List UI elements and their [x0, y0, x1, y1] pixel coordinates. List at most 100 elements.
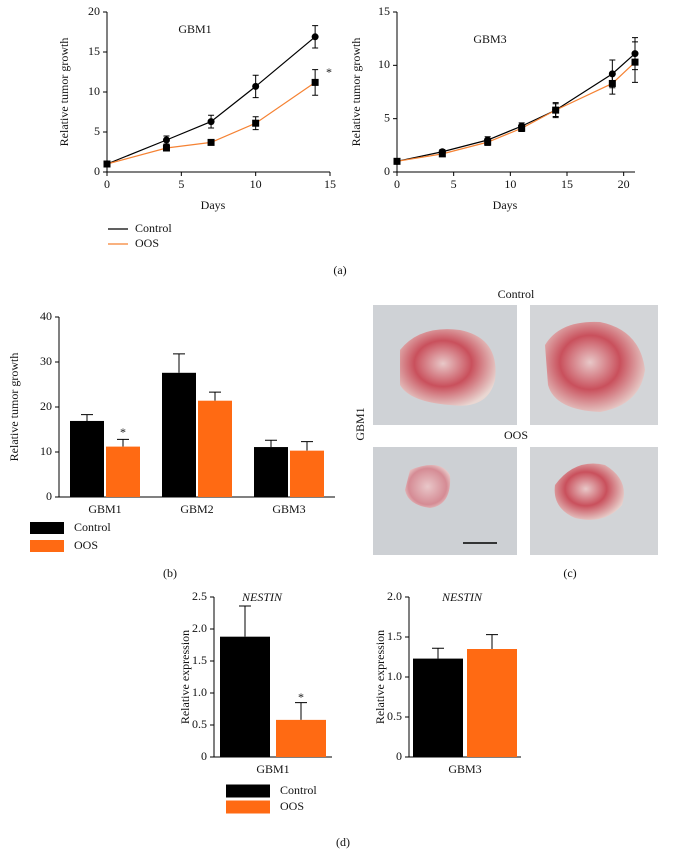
bar — [70, 420, 104, 497]
y-axis-label: Relative tumor growth — [349, 38, 363, 147]
y-tick-label: 2.0 — [192, 621, 207, 635]
marker — [311, 33, 319, 41]
marker — [162, 144, 170, 152]
legend-label: Control — [135, 221, 172, 235]
error-bar — [301, 441, 313, 451]
photo-header: OOS — [504, 428, 528, 442]
error-bar — [81, 414, 93, 421]
legend-label: OOS — [280, 799, 304, 813]
marker — [207, 118, 215, 126]
tissue — [554, 463, 624, 520]
series-line — [396, 61, 636, 162]
chart-title: GBM3 — [473, 32, 506, 46]
chart-title: GBM1 — [178, 22, 211, 36]
bar — [467, 649, 517, 757]
x-tick-label: GBM3 — [448, 762, 481, 776]
legend-swatch — [30, 540, 64, 552]
bar — [198, 400, 232, 497]
bar — [276, 719, 326, 757]
y-tick-label: 0 — [201, 749, 207, 763]
bar — [290, 450, 324, 497]
legend-label: Control — [280, 783, 317, 797]
y-tick-label: 1.0 — [387, 669, 402, 683]
photo — [373, 447, 517, 555]
x-tick-label: 0 — [394, 177, 400, 191]
x-tick-label: 0 — [104, 177, 110, 191]
x-tick-label: GBM1 — [256, 762, 289, 776]
marker — [162, 136, 170, 144]
marker — [103, 160, 111, 168]
error-bar — [486, 634, 498, 649]
y-tick-label: 1.0 — [192, 685, 207, 699]
legend-label: Control — [74, 520, 111, 534]
y-tick-label: 20 — [88, 4, 100, 18]
x-tick-label: 15 — [324, 177, 336, 191]
photo-panel: Control OOS GBM1 (c) — [353, 287, 658, 580]
legend-swatch — [30, 522, 64, 534]
y-tick-label: 10 — [378, 57, 390, 71]
marker — [311, 78, 319, 86]
bar — [220, 636, 270, 757]
marker — [518, 124, 526, 132]
row-label: GBM1 — [353, 407, 367, 440]
bar — [413, 658, 463, 757]
marker — [207, 138, 215, 146]
x-axis-label: Days — [493, 198, 518, 212]
y-axis-label: Relative tumor growth — [57, 38, 71, 147]
marker — [393, 157, 401, 165]
x-tick-label: 15 — [561, 177, 573, 191]
x-tick-label: 5 — [178, 177, 184, 191]
y-tick-label: 0.5 — [192, 717, 207, 731]
photo-header: Control — [498, 287, 535, 301]
y-axis-label: Relative tumor growth — [7, 353, 21, 462]
tissue — [545, 321, 645, 412]
y-tick-label: 30 — [40, 354, 52, 368]
panel-label: (d) — [336, 835, 350, 849]
error-bar — [117, 438, 129, 447]
marker — [252, 119, 260, 127]
tissue — [400, 329, 496, 406]
panel-label: (b) — [163, 566, 177, 580]
tissue — [405, 465, 451, 508]
x-tick-label: GBM3 — [272, 502, 305, 516]
x-tick-label: GBM2 — [180, 502, 213, 516]
legend-label: OOS — [135, 236, 159, 250]
bar — [106, 446, 140, 497]
chart-title: NESTIN — [241, 590, 283, 604]
legend-label: OOS — [74, 538, 98, 552]
y-tick-label: 2.0 — [387, 589, 402, 603]
x-tick-label: GBM1 — [88, 502, 121, 516]
error-bar — [209, 391, 221, 401]
marker — [608, 79, 616, 87]
x-tick-label: 10 — [250, 177, 262, 191]
error-bar — [173, 353, 185, 373]
marker — [252, 82, 260, 90]
y-tick-label: 1.5 — [192, 653, 207, 667]
y-tick-label: 15 — [378, 4, 390, 18]
x-tick-label: 5 — [451, 177, 457, 191]
annotation: * — [326, 65, 332, 79]
error-bar — [239, 605, 251, 637]
y-tick-label: 1.5 — [387, 629, 402, 643]
y-tick-label: 0.5 — [387, 709, 402, 723]
error-bar — [432, 647, 444, 659]
legend-swatch — [226, 784, 270, 798]
x-tick-label: 10 — [504, 177, 516, 191]
marker — [484, 138, 492, 146]
panel-label: (c) — [563, 566, 576, 580]
x-axis-label: Days — [201, 198, 226, 212]
chart-title: NESTIN — [441, 590, 483, 604]
y-tick-label: 40 — [40, 309, 52, 323]
panel-label: (a) — [333, 263, 346, 277]
y-tick-label: 10 — [40, 444, 52, 458]
error-bar — [295, 702, 307, 720]
y-tick-label: 0 — [396, 749, 402, 763]
marker — [631, 58, 639, 66]
annotation: * — [298, 690, 304, 704]
marker — [438, 150, 446, 158]
y-tick-label: 5 — [384, 110, 390, 124]
y-tick-label: 10 — [88, 84, 100, 98]
y-tick-label: 15 — [88, 44, 100, 58]
bar — [162, 372, 196, 497]
legend-swatch — [226, 800, 270, 814]
